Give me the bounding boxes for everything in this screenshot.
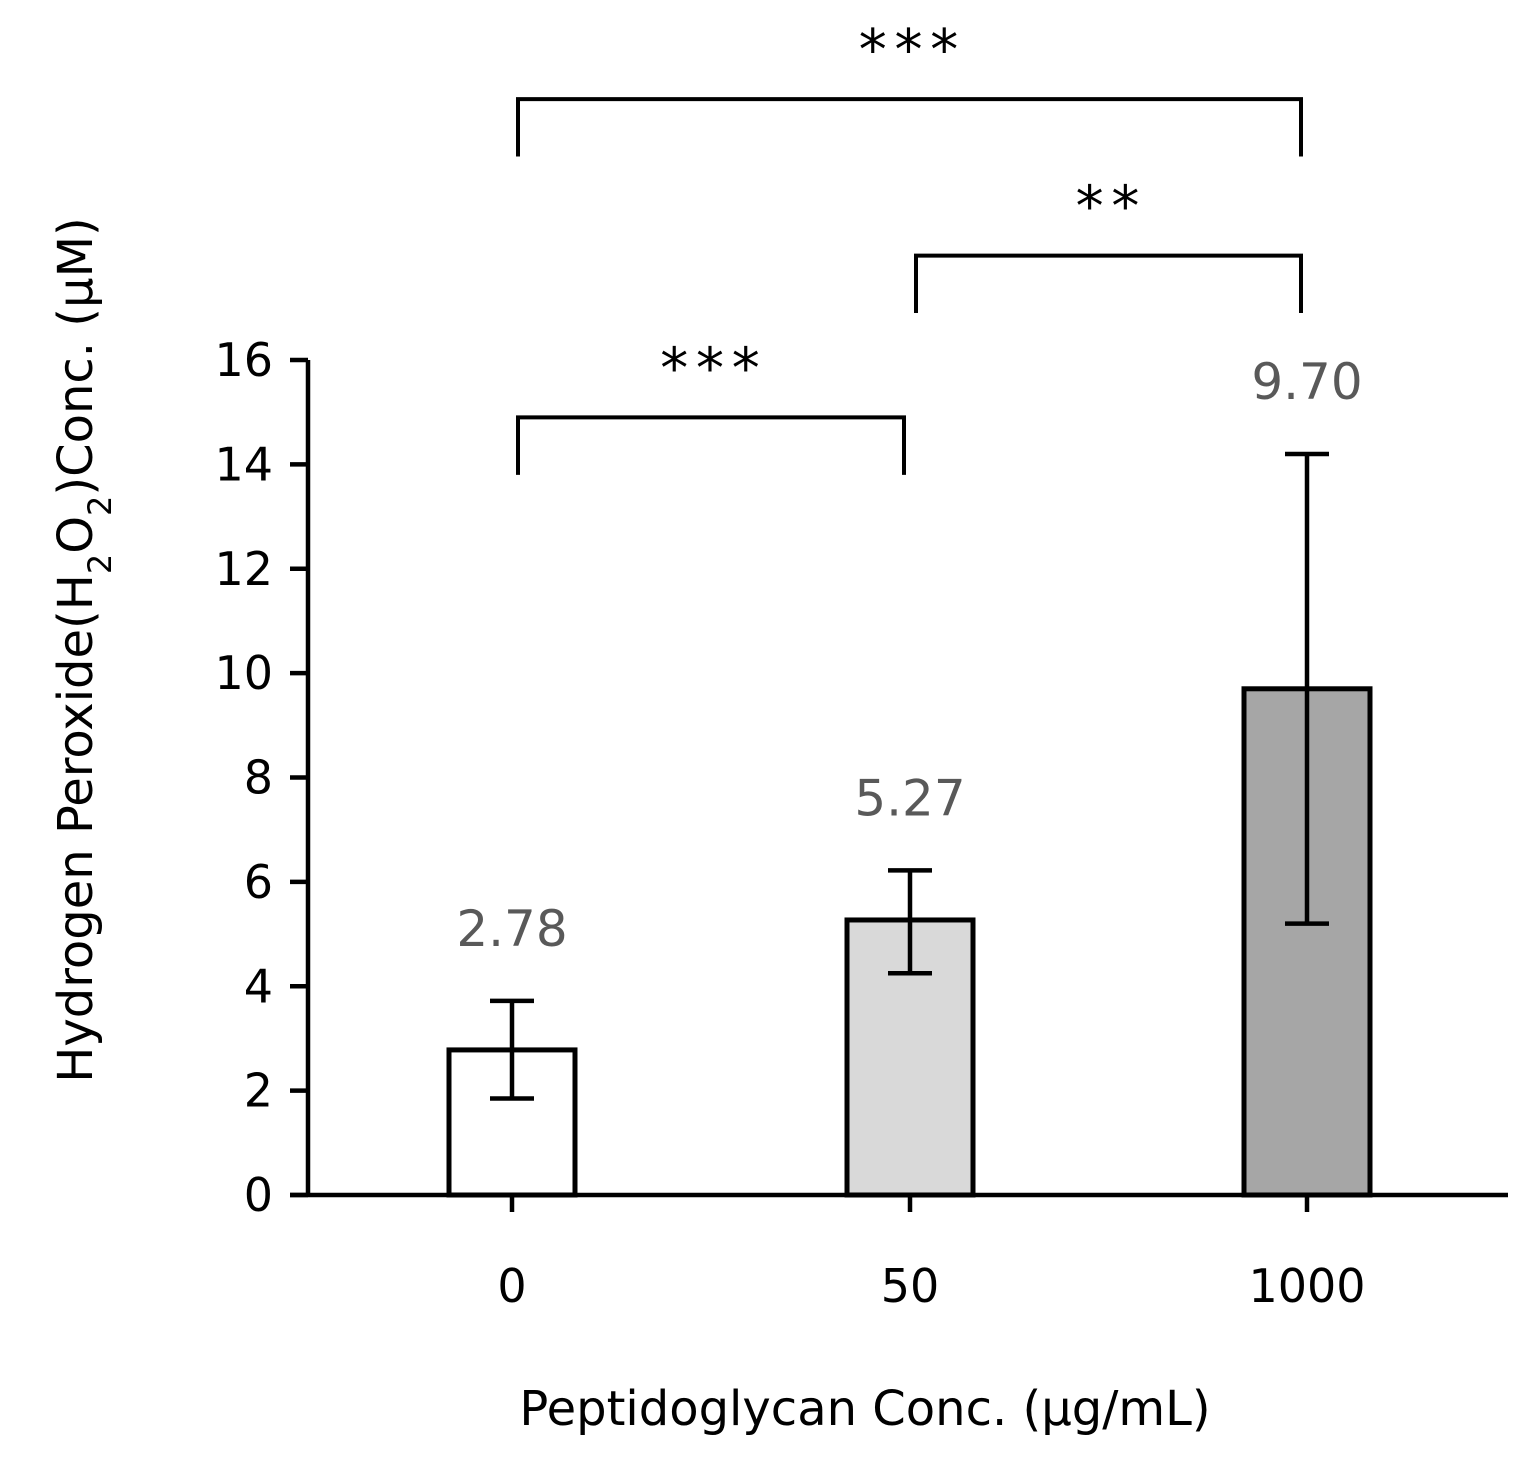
y-tick-label-5: 10: [214, 646, 273, 700]
significance-label-1: **: [1073, 175, 1144, 240]
x-tick-label-2: 1000: [1248, 1259, 1365, 1313]
y-axis-title-sub-1: 2: [81, 554, 119, 574]
x-ticks-group: 0 50 1000: [497, 1195, 1366, 1313]
x-axis-title: Peptidoglycan Conc. (µg/mL): [519, 1381, 1210, 1437]
value-label-0: 2.78: [456, 900, 567, 958]
x-tick-label-0: 0: [497, 1259, 526, 1313]
value-labels-group: 2.78 5.27 9.70: [456, 353, 1362, 958]
y-axis-title-suffix: )Conc. (µM): [48, 217, 104, 495]
significance-label-2: ***: [856, 18, 963, 83]
y-tick-label-3: 6: [244, 855, 273, 909]
x-tick-label-1: 50: [881, 1259, 940, 1313]
significance-bracket-0: [516, 415, 906, 475]
value-label-2: 9.70: [1251, 353, 1362, 411]
y-axis-title-sub-2: 2: [81, 496, 119, 516]
y-axis-title: Hydrogen Peroxide(H2O2)Conc. (µM): [48, 217, 119, 1082]
significance-group: ********: [516, 18, 1303, 475]
significance-bracket-1: [914, 253, 1303, 314]
y-tick-label-2: 4: [244, 959, 273, 1013]
y-tick-label-7: 14: [214, 437, 273, 491]
y-tick-label-4: 8: [244, 751, 273, 805]
y-tick-label-1: 2: [244, 1064, 273, 1118]
y-tick-label-0: 0: [244, 1168, 273, 1222]
significance-label-0: ***: [657, 336, 764, 401]
y-tick-label-6: 12: [214, 542, 273, 596]
y-tick-label-8: 16: [214, 333, 273, 387]
y-ticks-group: 0 2 4 6 8 10 12 14 16: [214, 333, 308, 1222]
value-label-1: 5.27: [854, 769, 965, 827]
y-axis-title-mid: O: [48, 516, 104, 554]
y-axis-title-prefix: Hydrogen Peroxide(H: [48, 574, 104, 1083]
significance-bracket-2: [516, 97, 1303, 157]
error-bars-group: [490, 451, 1329, 1101]
